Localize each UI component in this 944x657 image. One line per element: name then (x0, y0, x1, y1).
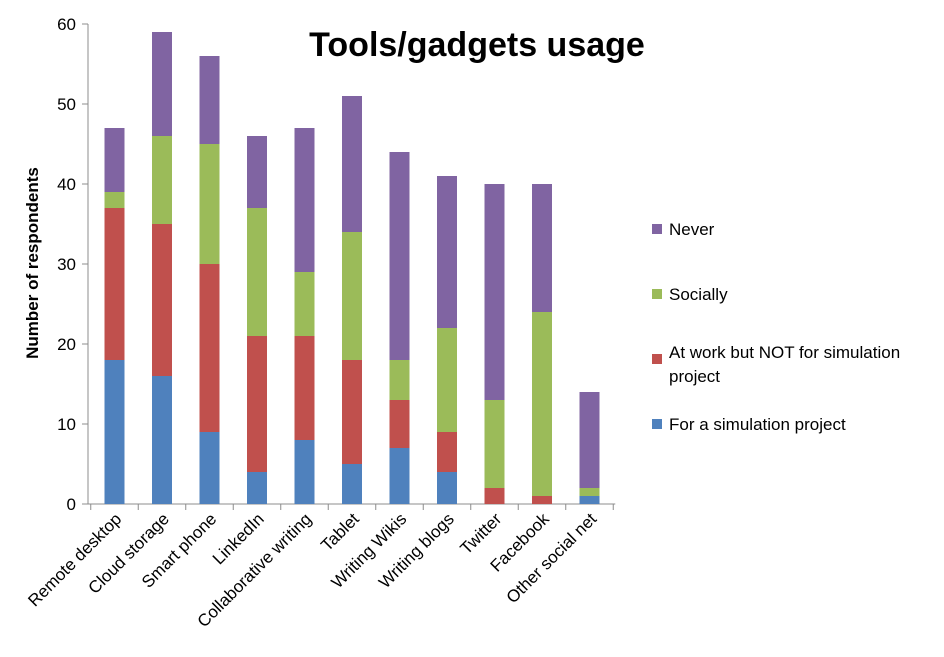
y-tick-label: 20 (57, 335, 76, 354)
bar-for-a-simulation-project-collaborative-writing (294, 440, 315, 504)
bar-never-collaborative-writing (294, 128, 315, 272)
chart-title: Tools/gadgets usage (309, 26, 645, 64)
bar-at-work-but-not-for-simulation-project-facebook (532, 496, 552, 504)
bar-never-tablet (342, 96, 362, 232)
bar-socially-writing-wikis (389, 360, 410, 400)
y-tick-label: 10 (57, 415, 76, 434)
y-tick-label: 0 (67, 495, 76, 514)
legend: Never Socially At work but NOT for simulat… (652, 220, 900, 434)
bar-at-work-but-not-for-simulation-project-tablet (342, 360, 362, 464)
bar-at-work-but-not-for-simulation-project-writing-blogs (437, 432, 457, 472)
bar-socially-linkedin (247, 208, 267, 336)
bar-for-a-simulation-project-other-social-net (579, 496, 600, 504)
bar-never-linkedin (247, 136, 267, 208)
bar-at-work-but-not-for-simulation-project-twitter (484, 488, 505, 504)
bar-for-a-simulation-project-smart-phone (199, 432, 220, 504)
legend-label-for-a-simulation-project: For a simulation project (669, 415, 846, 434)
legend-label-socially: Socially (669, 285, 728, 304)
y-tick-label: 60 (57, 15, 76, 34)
y-tick-label: 50 (57, 95, 76, 114)
y-tick-label: 40 (57, 175, 76, 194)
bar-socially-remote-desktop (104, 192, 125, 208)
y-tick-label: 30 (57, 255, 76, 274)
bar-never-smart-phone (199, 56, 220, 144)
x-tick-label: Tablet (317, 509, 363, 555)
bar-for-a-simulation-project-cloud-storage (152, 376, 172, 504)
bar-never-writing-blogs (437, 176, 457, 328)
legend-swatch-for-a-simulation-project (652, 419, 662, 429)
bar-for-a-simulation-project-remote-desktop (104, 360, 125, 504)
bar-never-facebook (532, 184, 552, 312)
bar-socially-twitter (484, 400, 505, 488)
bar-socially-smart-phone (199, 144, 220, 264)
bar-socially-tablet (342, 232, 362, 360)
bar-socially-other-social-net (579, 488, 600, 496)
legend-swatch-never (652, 224, 662, 234)
bar-socially-cloud-storage (152, 136, 172, 224)
bar-socially-writing-blogs (437, 328, 457, 432)
bar-for-a-simulation-project-writing-wikis (389, 448, 410, 504)
bar-never-twitter (484, 184, 505, 400)
bar-at-work-but-not-for-simulation-project-cloud-storage (152, 224, 172, 376)
bar-socially-facebook (532, 312, 552, 496)
bar-socially-collaborative-writing (294, 272, 315, 336)
bar-never-writing-wikis (389, 152, 410, 360)
bar-for-a-simulation-project-tablet (342, 464, 362, 504)
legend-label-at-work-but-not-for-simulation-project: At work but NOT for simulation project (669, 343, 900, 386)
bar-for-a-simulation-project-writing-blogs (437, 472, 457, 504)
bar-never-cloud-storage (152, 32, 172, 136)
legend-label-never: Never (669, 220, 715, 239)
bar-at-work-but-not-for-simulation-project-linkedin (247, 336, 267, 472)
legend-swatch-at-work-but-not-for-simulation-project (652, 354, 662, 364)
bar-never-other-social-net (579, 392, 600, 488)
bar-at-work-but-not-for-simulation-project-smart-phone (199, 264, 220, 432)
bar-at-work-but-not-for-simulation-project-collaborative-writing (294, 336, 315, 440)
bar-at-work-but-not-for-simulation-project-writing-wikis (389, 400, 410, 448)
bar-never-remote-desktop (104, 128, 125, 192)
bar-at-work-but-not-for-simulation-project-remote-desktop (104, 208, 125, 360)
bar-for-a-simulation-project-linkedin (247, 472, 267, 504)
legend-swatch-socially (652, 289, 662, 299)
y-axis-label: Number of respondents (23, 167, 42, 359)
